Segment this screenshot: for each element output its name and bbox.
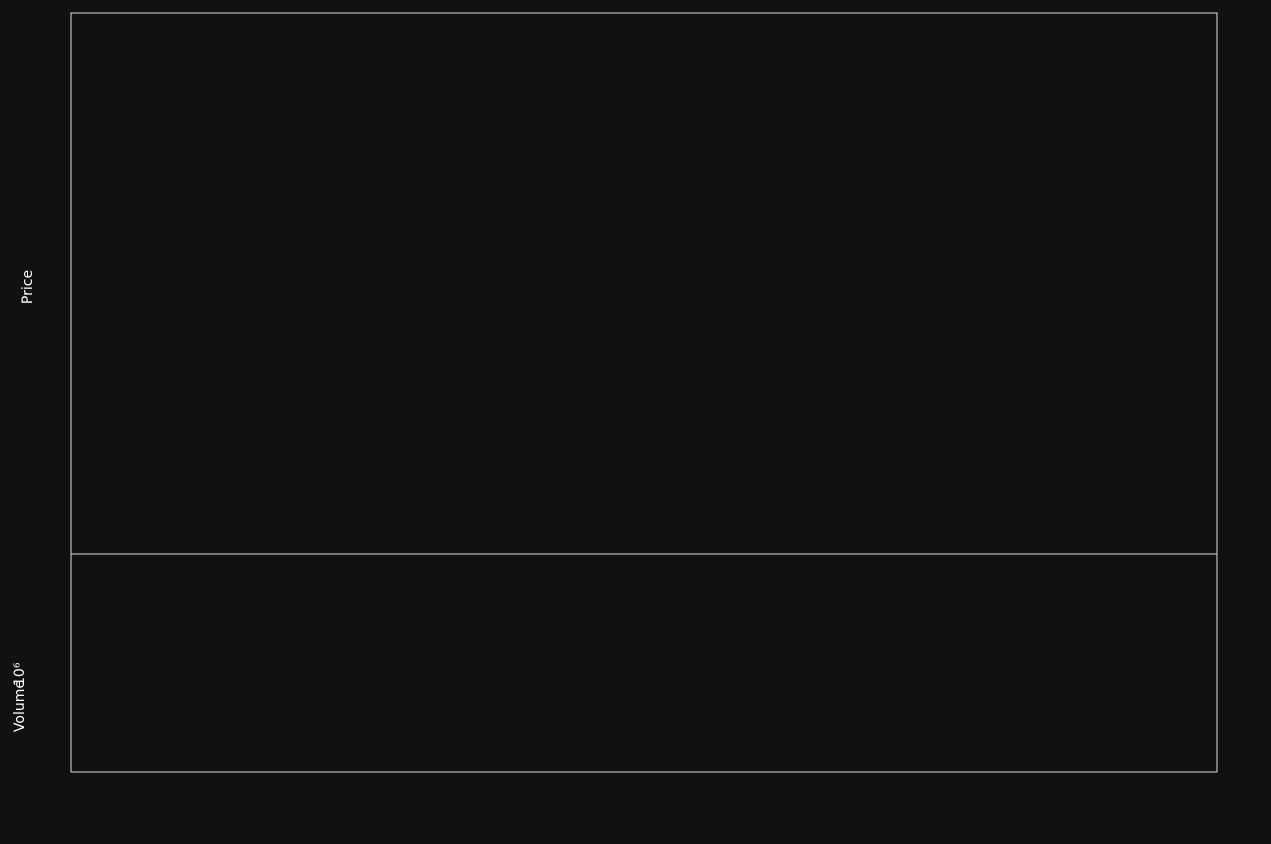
volume-frame <box>70 553 1218 773</box>
volume-axis-label: Volume <box>12 680 28 732</box>
price-axis-label: Price <box>20 270 36 304</box>
volume-scale-label: 10⁶ <box>12 662 28 686</box>
axis-layer: Price Volume 10⁶ <box>12 12 1218 773</box>
